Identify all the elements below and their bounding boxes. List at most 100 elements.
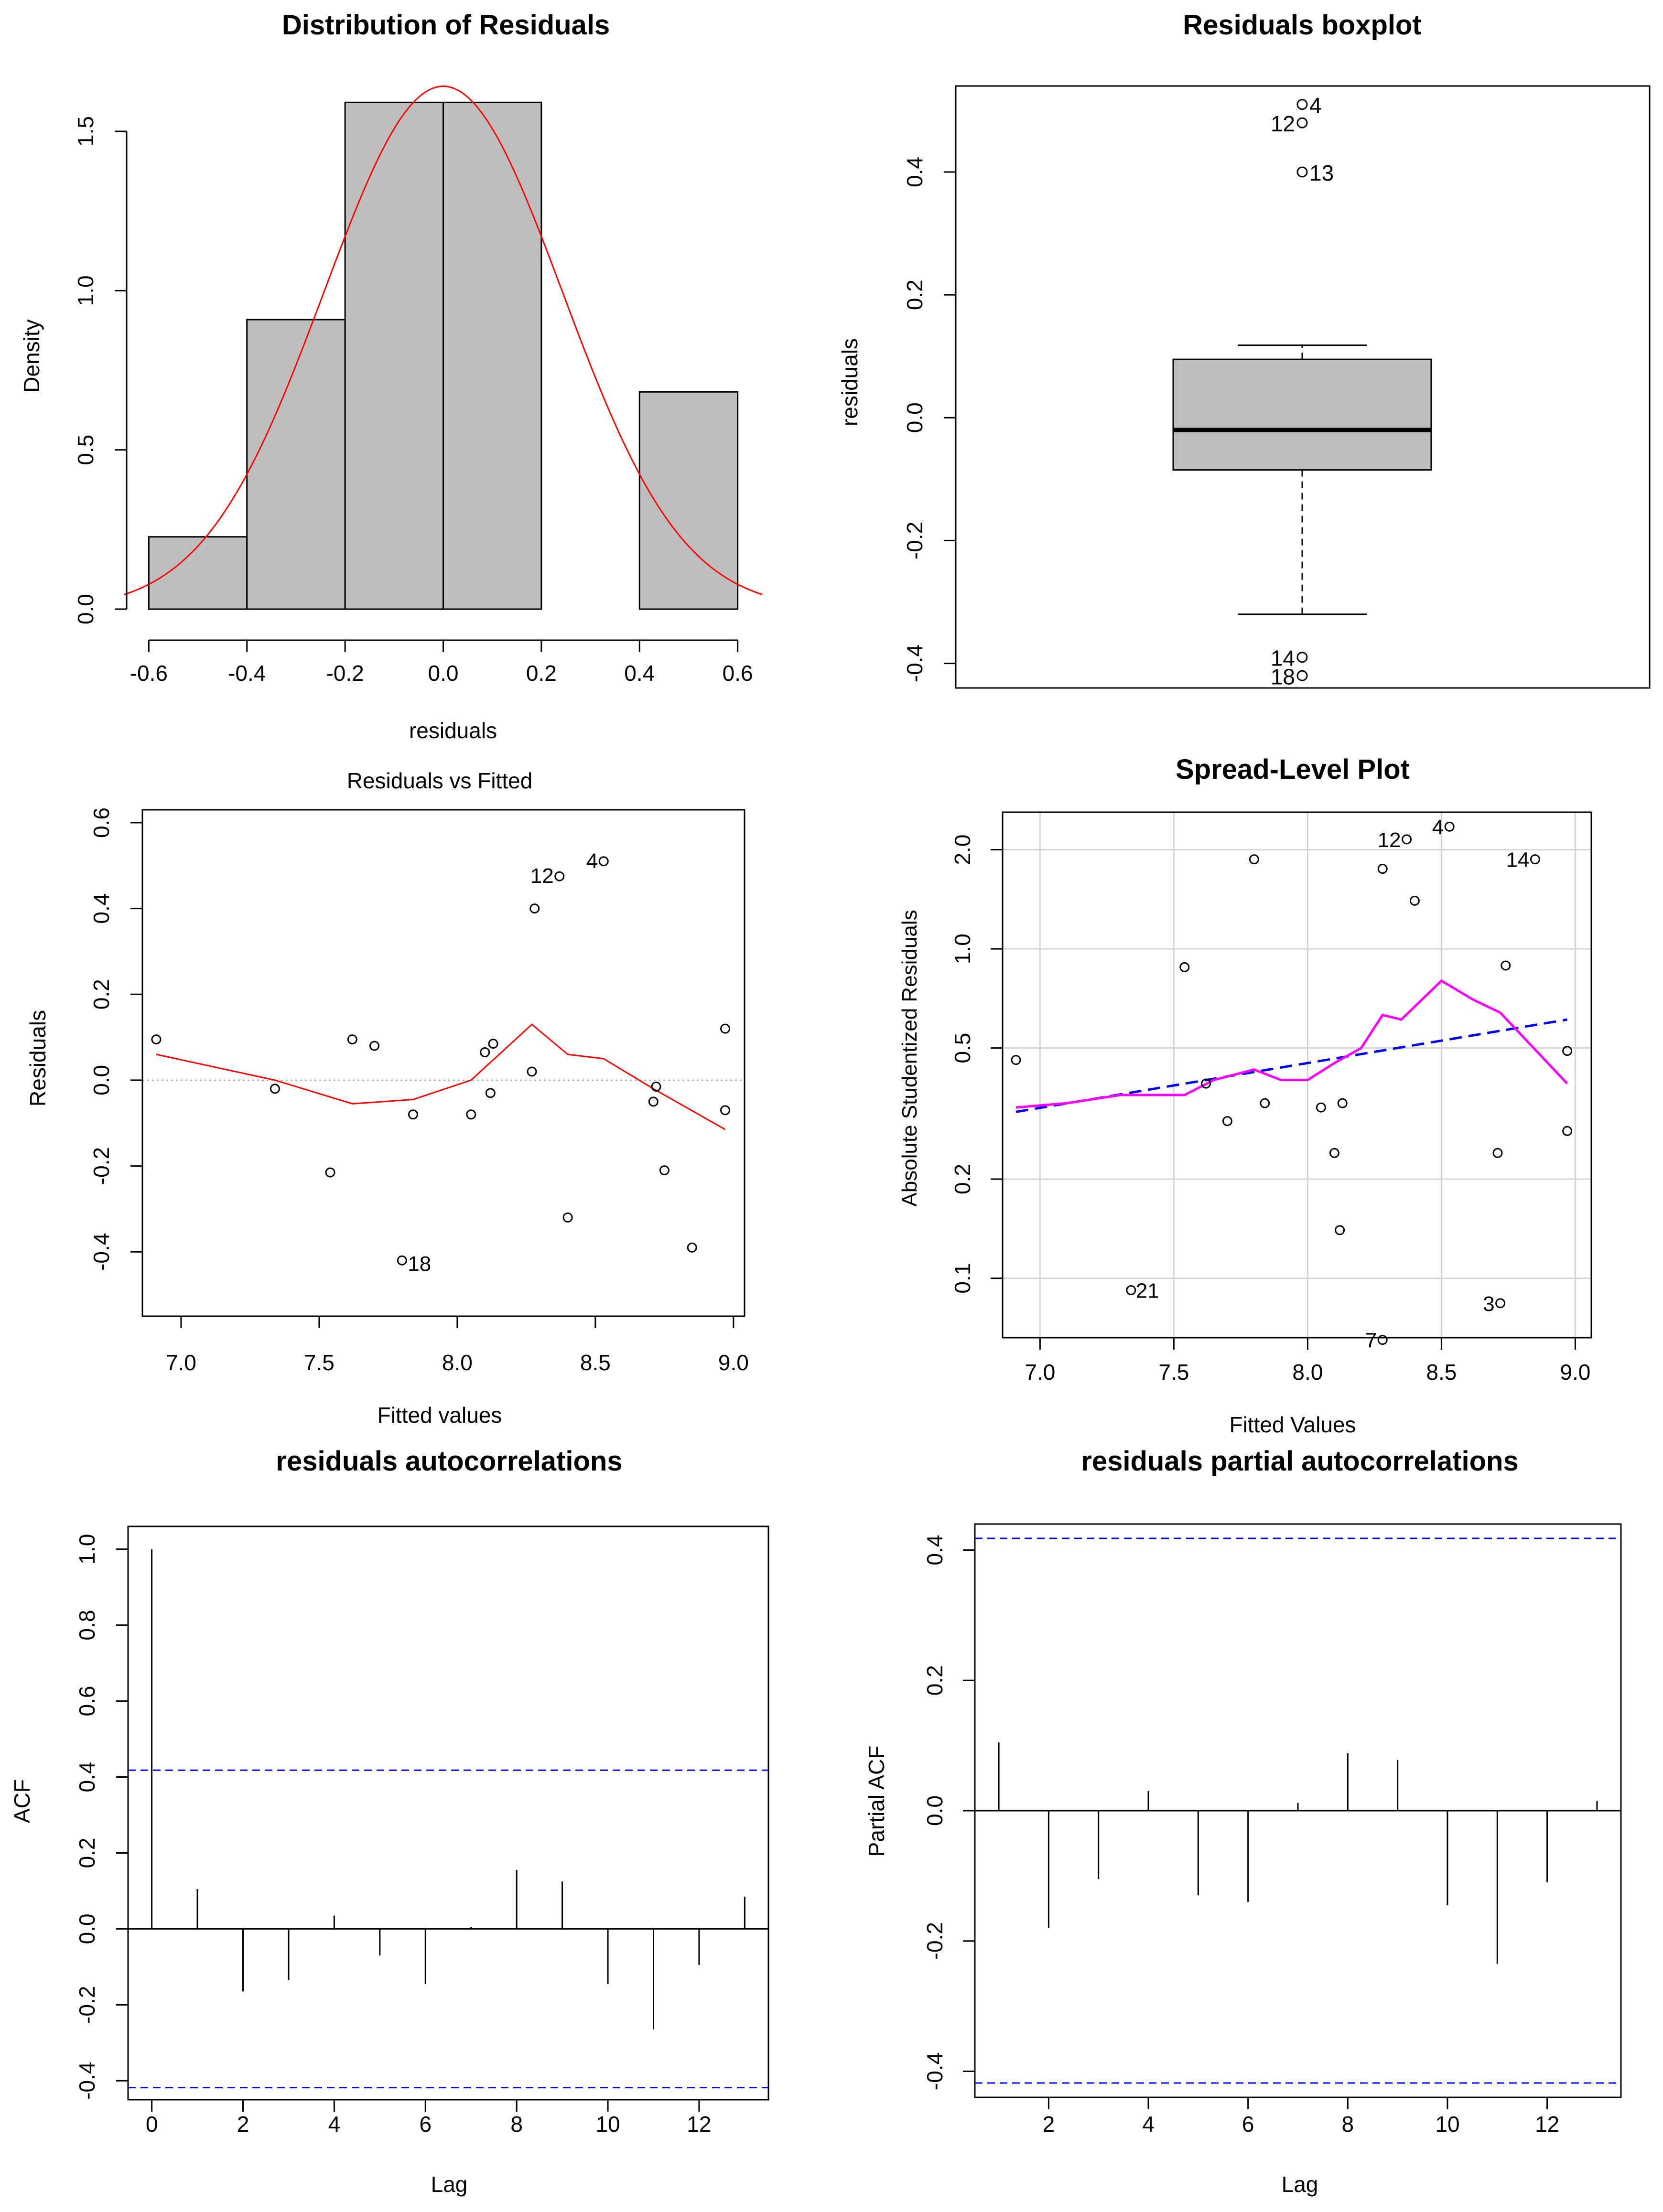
rvf-point bbox=[687, 1242, 697, 1253]
slp-x-axis: 7.0 7.5 8.0 8.5 9.0 bbox=[1025, 1337, 1590, 1385]
histogram-bar-2 bbox=[344, 101, 444, 610]
boxplot-outlier-point bbox=[1296, 117, 1308, 129]
histogram-ylabel: Density bbox=[19, 319, 44, 392]
boxplot-ylabel: residuals bbox=[837, 338, 862, 426]
slp-point bbox=[1377, 864, 1388, 874]
rvf-x-tick-label: 7.5 bbox=[304, 1350, 335, 1375]
rvf-point bbox=[466, 1109, 476, 1120]
slp-point-label: 21 bbox=[1136, 1279, 1159, 1303]
pacf-y-tick-label: 0.4 bbox=[922, 1535, 947, 1566]
slp-points: 21 7 12 4 3 14 bbox=[1011, 816, 1573, 1353]
rvf-point bbox=[397, 1255, 407, 1266]
boxplot-outlier-label: 13 bbox=[1309, 161, 1334, 185]
rvf-xlabel: Fitted values bbox=[378, 1403, 502, 1428]
boxplot-outlier-label: 12 bbox=[1271, 111, 1295, 136]
rvf-point-label: 4 bbox=[586, 849, 598, 873]
slp-fit-line bbox=[1015, 1018, 1568, 1113]
acf-y-tick-label: 0.2 bbox=[75, 1837, 99, 1868]
rvf-y-tick-label: 0.0 bbox=[89, 1065, 114, 1095]
rvf-point bbox=[651, 1081, 661, 1092]
rvf-point bbox=[485, 1088, 496, 1098]
histogram-panel: Distribution of Residuals residuals Dens… bbox=[19, 10, 763, 743]
rvf-point-label: 12 bbox=[530, 864, 554, 888]
acf-x-tick-label: 4 bbox=[328, 2112, 341, 2137]
histogram-xlabel: residuals bbox=[409, 718, 497, 743]
acf-y-tick-label: -0.2 bbox=[75, 1986, 99, 2024]
rvf-points: 18 12 4 bbox=[151, 849, 731, 1276]
acf-lines bbox=[128, 1549, 768, 2089]
pacf-y-tick-label: -0.2 bbox=[922, 1922, 947, 1960]
rvf-point bbox=[598, 856, 609, 867]
slp-point bbox=[1337, 1098, 1348, 1108]
boxplot-iqr-box bbox=[1172, 358, 1432, 471]
slp-point bbox=[1249, 854, 1259, 865]
histogram-y-tick-label: 0.5 bbox=[73, 435, 98, 465]
rvf-y-tick-label: 0.4 bbox=[89, 893, 114, 924]
slp-y-tick-label: 0.1 bbox=[950, 1263, 975, 1294]
rvf-title: Residuals vs Fitted bbox=[347, 768, 533, 793]
slp-point-label: 12 bbox=[1378, 828, 1401, 852]
rvf-y-tick-label: -0.4 bbox=[89, 1233, 114, 1271]
rvf-point bbox=[527, 1066, 537, 1077]
spread-level-panel: Spread-Level Plot Fitted Values Absolute… bbox=[898, 754, 1592, 1437]
slp-point bbox=[1126, 1285, 1136, 1296]
slp-point bbox=[1562, 1046, 1573, 1056]
rvf-x-axis: 7.0 7.5 8.0 8.5 9.0 bbox=[166, 1315, 749, 1375]
histogram-x-tick-label: 0.2 bbox=[526, 661, 557, 686]
slp-point bbox=[1329, 1148, 1339, 1158]
slp-point-label: 7 bbox=[1365, 1329, 1377, 1353]
slp-point bbox=[1495, 1298, 1506, 1309]
slp-y-axis: 0.1 0.2 0.5 1.0 2.0 bbox=[950, 835, 1004, 1294]
slp-point bbox=[1562, 1126, 1573, 1136]
slp-smooth-line bbox=[1015, 979, 1568, 1109]
slp-point bbox=[1409, 895, 1420, 906]
histogram-bar-0 bbox=[148, 536, 248, 610]
acf-panel: residuals autocorrelations Lag ACF 0 2 4 6 8… bbox=[10, 1446, 769, 2197]
slp-point-label: 14 bbox=[1506, 848, 1529, 872]
pacf-title: residuals partial autocorrelations bbox=[1081, 1446, 1518, 1477]
slp-x-tick-label: 9.0 bbox=[1560, 1360, 1590, 1385]
pacf-x-tick-label: 12 bbox=[1535, 2112, 1559, 2137]
acf-y-tick-label: 0.0 bbox=[75, 1913, 99, 1944]
slp-point-label: 4 bbox=[1432, 816, 1444, 839]
acf-y-tick-label: 0.8 bbox=[75, 1610, 99, 1641]
histogram-x-tick-label: 0.0 bbox=[428, 661, 459, 686]
histogram-y-tick-label: 1.0 bbox=[73, 275, 98, 306]
pacf-x-tick-label: 8 bbox=[1342, 2112, 1354, 2137]
boxplot-y-tick-label: 0.2 bbox=[902, 279, 927, 310]
rvf-ylabel: Residuals bbox=[25, 1010, 50, 1106]
rvf-point bbox=[408, 1109, 418, 1120]
rvf-point bbox=[554, 871, 565, 881]
rvf-y-tick-label: 0.2 bbox=[89, 979, 114, 1009]
boxplot-title: Residuals boxplot bbox=[1183, 10, 1422, 41]
slp-point bbox=[1316, 1102, 1326, 1113]
boxplot-outlier-label: 14 bbox=[1271, 646, 1295, 671]
slp-point bbox=[1444, 821, 1455, 832]
acf-title: residuals autocorrelations bbox=[276, 1446, 622, 1477]
pacf-panel: residuals partial autocorrelations Lag P… bbox=[864, 1446, 1622, 2197]
slp-title: Spread-Level Plot bbox=[1176, 754, 1410, 785]
histogram-bar-5 bbox=[638, 391, 739, 610]
acf-xlabel: Lag bbox=[431, 2172, 468, 2197]
acf-y-axis: -0.4 -0.2 0.0 0.2 0.4 0.6 0.8 1.0 bbox=[75, 1534, 129, 2100]
acf-x-tick-label: 0 bbox=[146, 2112, 158, 2137]
acf-x-tick-label: 2 bbox=[237, 2112, 249, 2137]
pacf-xlabel: Lag bbox=[1282, 2172, 1318, 2197]
pacf-y-tick-label: -0.4 bbox=[922, 2052, 947, 2090]
rvf-point bbox=[562, 1212, 573, 1223]
boxplot-outlier-point bbox=[1296, 652, 1308, 663]
acf-y-tick-label: 1.0 bbox=[75, 1534, 99, 1565]
rvf-y-tick-label: 0.6 bbox=[89, 807, 114, 838]
histogram-x-tick-label: -0.6 bbox=[130, 661, 168, 686]
rvf-point bbox=[529, 903, 540, 914]
histogram-x-tick-label: 0.6 bbox=[723, 661, 753, 686]
pacf-ylabel: Partial ACF bbox=[864, 1746, 889, 1857]
rvf-x-tick-label: 7.0 bbox=[166, 1350, 196, 1375]
rvf-point bbox=[270, 1084, 280, 1094]
histogram-bar-3 bbox=[443, 101, 542, 610]
boxplot-y-tick-label: 0.0 bbox=[902, 402, 927, 433]
boxplot-y-axis: -0.4 -0.2 0.0 0.2 0.4 bbox=[902, 157, 957, 682]
acf-ylabel: ACF bbox=[10, 1779, 34, 1823]
